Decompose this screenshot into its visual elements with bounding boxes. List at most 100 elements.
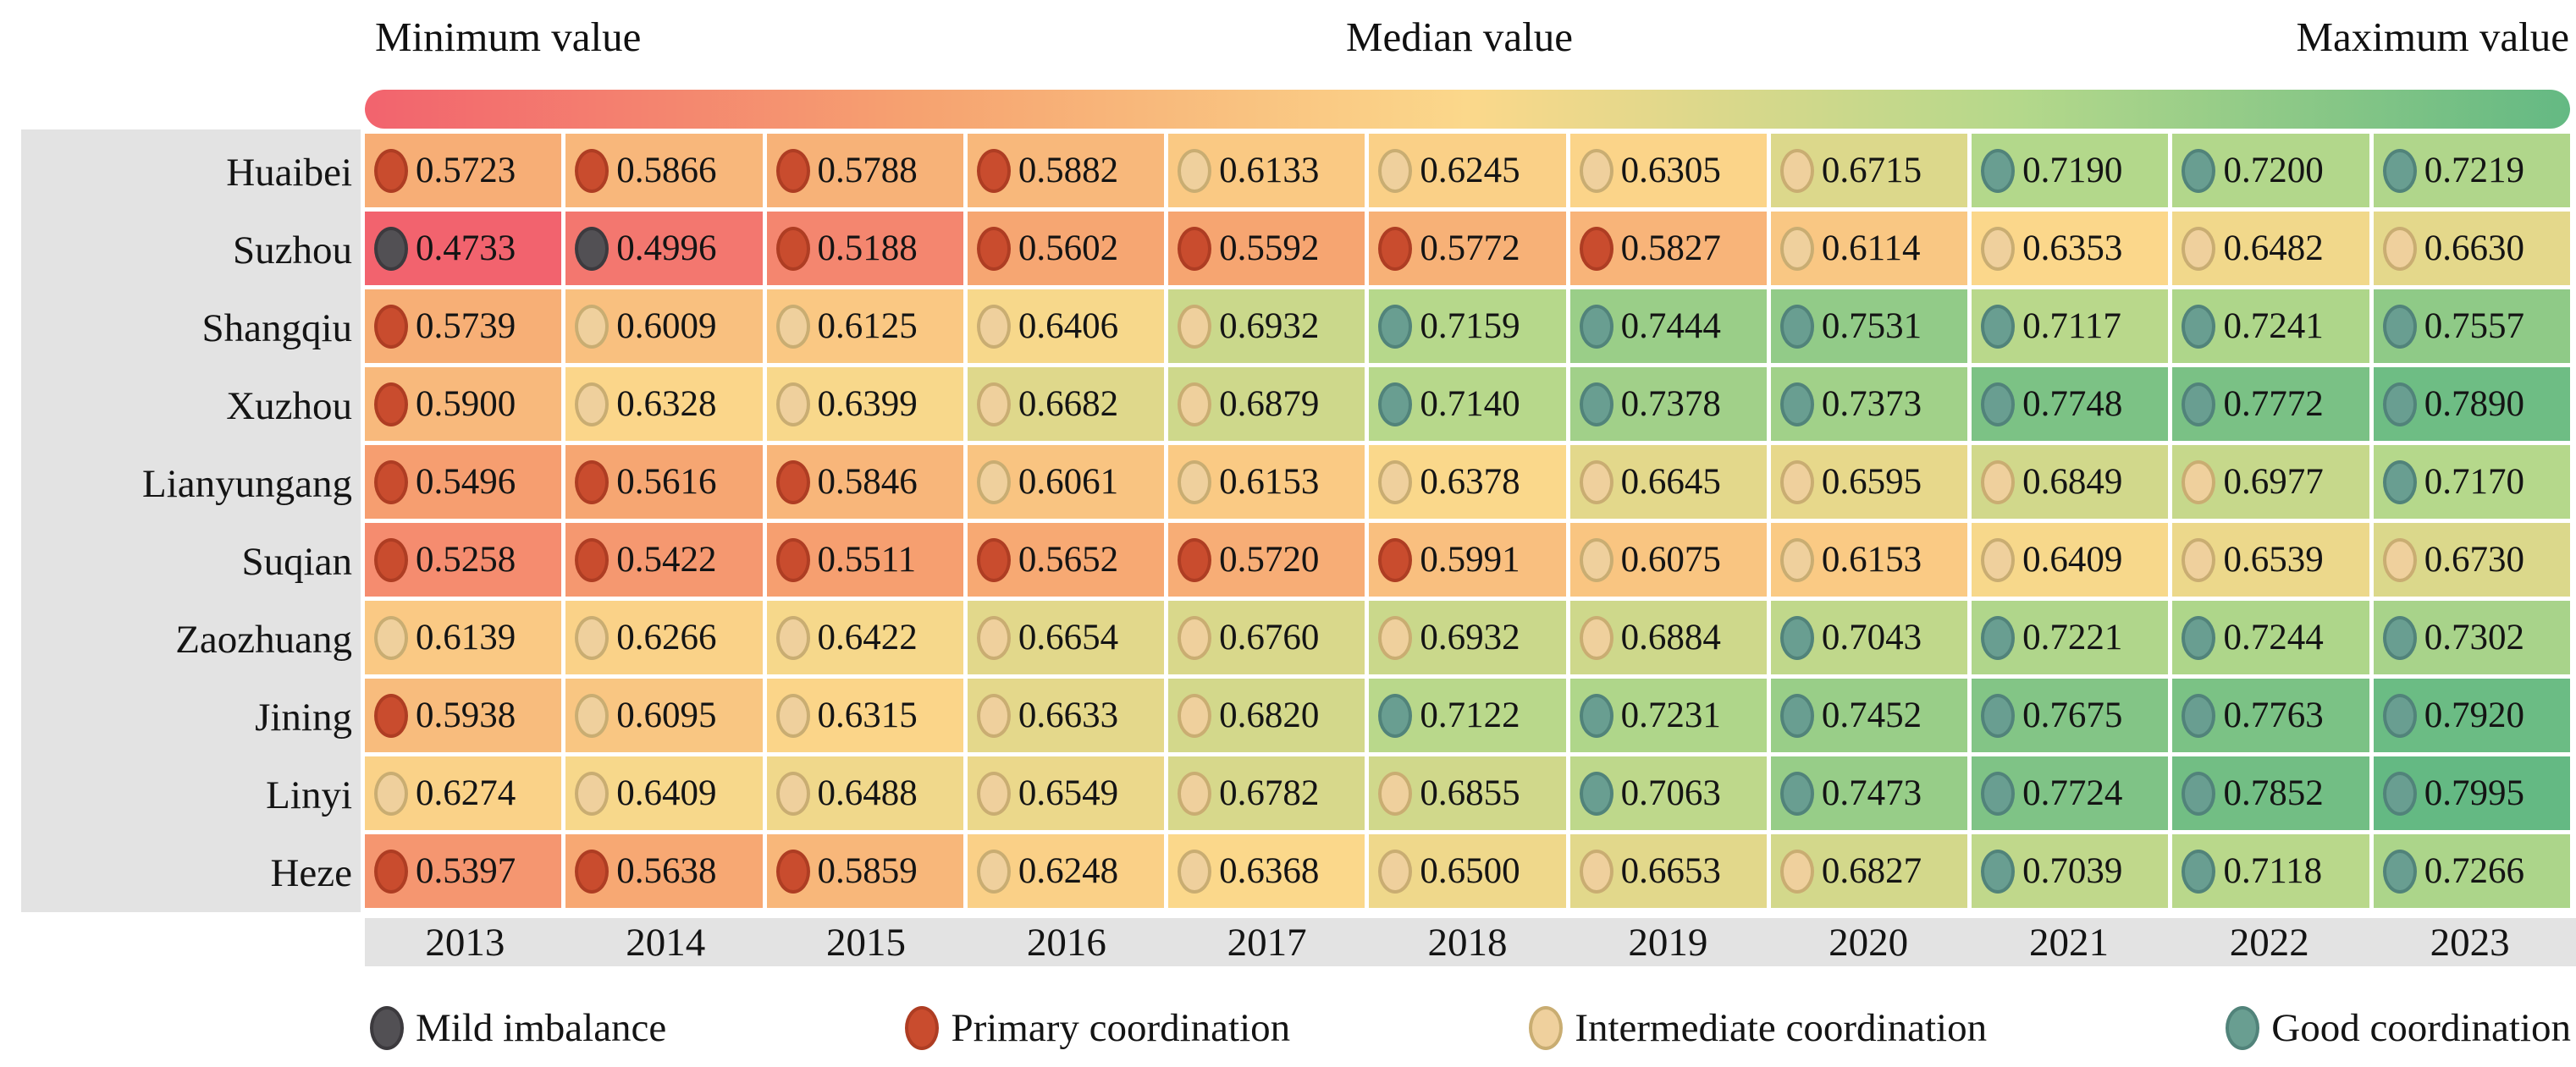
category-dot-icon — [1178, 537, 1212, 582]
category-dot-icon — [374, 382, 408, 426]
cell-value: 0.5846 — [817, 462, 918, 502]
cell-value: 0.6378 — [1420, 462, 1520, 502]
cell-value: 0.5511 — [817, 540, 917, 580]
cell-value: 0.7557 — [2424, 306, 2524, 346]
category-dot-icon — [976, 615, 1011, 660]
cell-value: 0.7748 — [2022, 384, 2123, 424]
category-dot-icon — [1178, 693, 1212, 738]
category-dot-icon — [1779, 148, 1814, 193]
cell-value: 0.6133 — [1219, 151, 1320, 190]
category-dot-icon — [1579, 226, 1613, 271]
heatmap-cell: 0.6406 — [967, 289, 1165, 363]
heatmap-cell: 0.6549 — [967, 756, 1165, 830]
category-dot-icon — [2182, 771, 2216, 816]
category-dot-icon — [374, 304, 408, 349]
cell-value: 0.6820 — [1219, 696, 1320, 735]
cell-value: 0.6682 — [1018, 384, 1119, 424]
row-label: Linyi — [266, 773, 352, 817]
cell-value: 0.5882 — [1018, 151, 1119, 190]
heatmap-cell: 0.6782 — [1168, 756, 1365, 830]
cell-value: 0.7241 — [2223, 306, 2324, 346]
category-dot-icon — [2382, 615, 2417, 660]
category-dot-icon — [2382, 849, 2417, 894]
cell-value: 0.5859 — [817, 851, 918, 891]
legend-dot-icon — [905, 1006, 940, 1050]
heatmap-cell: 0.6075 — [1569, 523, 1767, 597]
legend-item: Mild imbalance — [370, 1005, 666, 1051]
year-label: 2021 — [2028, 920, 2109, 965]
heatmap-cell: 0.6139 — [365, 601, 562, 674]
category-dot-icon — [1779, 382, 1814, 426]
year-label: 2020 — [1829, 920, 1909, 965]
cell-value: 0.7200 — [2223, 151, 2324, 190]
category-dot-icon — [575, 693, 610, 738]
cell-value: 0.7266 — [2424, 851, 2524, 891]
category-dot-icon — [2182, 849, 2216, 894]
gradient-min-label: Minimum value — [375, 14, 642, 60]
cell-value: 0.6315 — [817, 696, 918, 735]
category-dot-icon — [775, 771, 810, 816]
heatmap-cell: 0.7190 — [1972, 134, 2169, 207]
cell-value: 0.6539 — [2223, 540, 2324, 580]
cell-value: 0.6153 — [1821, 540, 1922, 580]
year-label: 2022 — [2229, 920, 2309, 965]
heatmap-cell: 0.6879 — [1168, 367, 1365, 441]
cell-value: 0.6595 — [1821, 462, 1922, 502]
heatmap-cell: 0.7118 — [2172, 834, 2369, 908]
cell-value: 0.6409 — [616, 773, 717, 813]
cell-value: 0.5720 — [1219, 540, 1320, 580]
category-dot-icon — [976, 382, 1011, 426]
heatmap-cell: 0.6368 — [1168, 834, 1365, 908]
heatmap-cell: 0.5422 — [565, 523, 763, 597]
category-dot-icon — [775, 226, 810, 271]
category-dot-icon — [1378, 304, 1413, 349]
gradient-median-label: Median value — [1345, 14, 1574, 60]
cell-value: 0.5900 — [416, 384, 516, 424]
row-label: Suzhou — [233, 228, 352, 272]
heatmap-cell: 0.5511 — [766, 523, 963, 597]
row-label: Suqian — [241, 540, 352, 584]
heatmap-cell: 0.6245 — [1369, 134, 1566, 207]
cell-value: 0.6630 — [2424, 228, 2524, 268]
heatmap-cell: 0.6855 — [1369, 756, 1566, 830]
cell-value: 0.6488 — [817, 773, 918, 813]
row-label: Heze — [270, 851, 352, 895]
category-dot-icon — [775, 849, 810, 894]
category-dot-icon — [1579, 771, 1613, 816]
cell-value: 0.6248 — [1018, 851, 1119, 891]
heatmap-cell: 0.6266 — [565, 601, 763, 674]
heatmap-cell: 0.7890 — [2373, 367, 2570, 441]
heatmap-cell: 0.7763 — [2172, 679, 2369, 752]
cell-value: 0.5616 — [616, 462, 717, 502]
category-dot-icon — [1579, 693, 1613, 738]
cell-value: 0.7452 — [1821, 696, 1922, 735]
cell-value: 0.6715 — [1821, 151, 1922, 190]
heatmap-cell: 0.7221 — [1972, 601, 2169, 674]
category-dot-icon — [1579, 304, 1613, 349]
heatmap-cell: 0.6633 — [967, 679, 1165, 752]
heatmap-cell: 0.6095 — [565, 679, 763, 752]
cell-value: 0.6782 — [1219, 773, 1320, 813]
cell-value: 0.6645 — [1620, 462, 1721, 502]
heatmap-cell: 0.5720 — [1168, 523, 1365, 597]
legend-dot-icon — [1529, 1006, 1564, 1050]
category-dot-icon — [374, 615, 408, 660]
category-dot-icon — [1178, 304, 1212, 349]
cell-value: 0.6827 — [1821, 851, 1922, 891]
row-label: Lianyungang — [142, 462, 352, 506]
category-dot-icon — [2182, 537, 2216, 582]
cell-value: 0.7140 — [1420, 384, 1520, 424]
cell-value: 0.5258 — [416, 540, 516, 580]
cell-value: 0.5422 — [616, 540, 717, 580]
heatmap-cell: 0.5827 — [1569, 212, 1767, 285]
cell-value: 0.5496 — [416, 462, 516, 502]
year-label: 2018 — [1427, 920, 1508, 965]
heatmap-cell: 0.7170 — [2373, 445, 2570, 519]
category-dot-icon — [976, 693, 1011, 738]
cell-value: 0.7302 — [2424, 618, 2524, 657]
heatmap-cell: 0.4733 — [365, 212, 562, 285]
cell-value: 0.4733 — [416, 228, 516, 268]
heatmap-cell: 0.5739 — [365, 289, 562, 363]
category-dot-icon — [775, 382, 810, 426]
heatmap-cell: 0.7452 — [1770, 679, 1968, 752]
